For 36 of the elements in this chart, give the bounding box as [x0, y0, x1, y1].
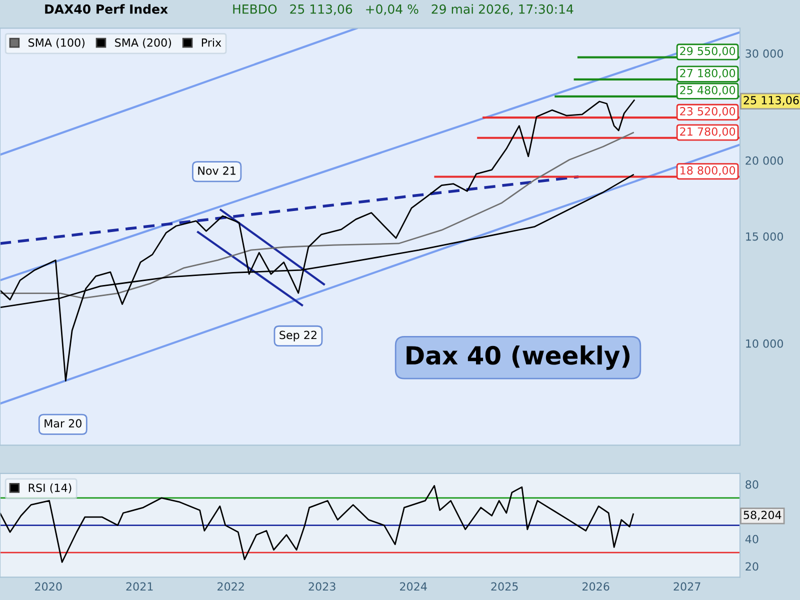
legend-label: Prix	[202, 38, 222, 47]
x-tick-label: 2024	[400, 582, 427, 591]
chart-title: DAX40 Perf Index	[45, 4, 168, 14]
y-tick-label: 15 000	[746, 232, 783, 241]
line-series	[0, 484, 634, 563]
annotation: 29 550,00	[680, 46, 736, 56]
line-series	[0, 132, 634, 299]
text: 25 113,06	[744, 96, 799, 106]
annotation: 21 780,00	[680, 127, 736, 137]
y-tick-label: 10 000	[746, 339, 783, 348]
legend-label: SMA (200)	[115, 38, 172, 48]
y-tick-label: 20	[746, 562, 758, 571]
annotation: Mar 20	[44, 419, 82, 428]
annotation: 18 800,00	[680, 166, 736, 176]
annotation: 27 180,00	[680, 68, 736, 78]
y-tick-label: 40	[745, 534, 758, 544]
annotation: Sep 22	[280, 330, 316, 342]
annotation: Dax 40 (weekly)	[406, 345, 630, 370]
x-tick-label: 2027	[674, 582, 700, 591]
chart-subtitle: HEBDO 25 113,06 +0,04 % 29 mai 2026, 17:30:14	[233, 4, 574, 16]
x-tick-label: 2021	[126, 582, 153, 591]
x-tick-label: 2023	[308, 582, 336, 591]
y-tick-label: 30 000	[746, 49, 783, 58]
annotation: 25 480,00	[680, 86, 736, 96]
y-tick-label: 20 000	[746, 156, 783, 165]
x-tick-label: 2020	[35, 582, 62, 591]
legend-label: SMA (100)	[28, 38, 84, 48]
x-tick-label: 2025	[491, 582, 518, 591]
annotation: 23 520,00	[680, 107, 736, 117]
annotation: Nov 21	[198, 166, 236, 175]
x-tick-label: 2026	[582, 582, 610, 591]
text: 58,204	[744, 510, 782, 520]
legend-label: RSI (14)	[28, 483, 72, 494]
y-tick-label: 80	[746, 480, 758, 489]
x-tick-label: 2022	[218, 582, 244, 591]
line-series	[0, 100, 635, 382]
